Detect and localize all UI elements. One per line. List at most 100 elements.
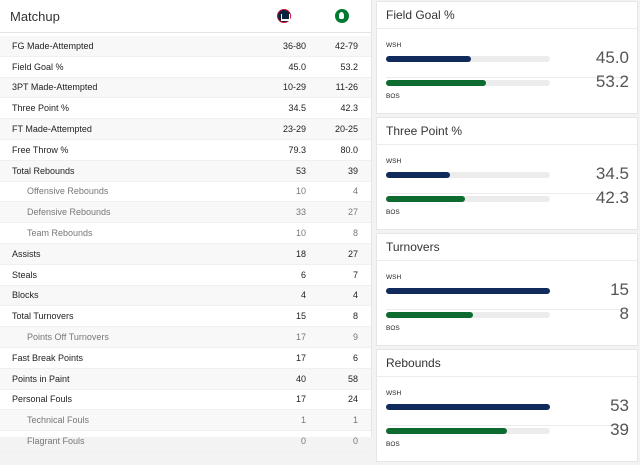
bos-bar xyxy=(386,312,473,318)
bos-value: 9 xyxy=(352,332,358,343)
wsh-stat-value: 15 xyxy=(610,280,629,299)
stat-label: Fast Break Points xyxy=(12,352,84,363)
card-title: Rebounds xyxy=(377,350,637,377)
stat-row: Field Goal % 45.0 53.2 xyxy=(0,57,371,78)
wsh-bar-track xyxy=(386,404,550,410)
bos-value: 42.3 xyxy=(340,103,358,114)
stat-row: Team Rebounds 10 8 xyxy=(0,223,371,244)
stat-label: Total Rebounds xyxy=(12,165,75,176)
card-title: Three Point % xyxy=(377,118,637,145)
bos-value: 80.0 xyxy=(340,144,358,155)
bos-label: BOS xyxy=(386,209,400,216)
wsh-value: 34.5 xyxy=(288,103,306,114)
bos-value: 4 xyxy=(352,290,358,301)
stat-label: Steals xyxy=(12,269,38,280)
stat-label: Personal Fouls xyxy=(12,394,73,405)
stat-label: Field Goal % xyxy=(12,61,64,72)
bos-stat-value: 42.3 xyxy=(595,188,629,207)
stat-row: Steals 6 7 xyxy=(0,265,371,286)
wsh-bar xyxy=(386,404,550,410)
stat-label: Defensive Rebounds xyxy=(27,207,111,218)
stat-row: Assists 18 27 xyxy=(0,243,371,265)
bos-bar-track xyxy=(386,428,550,434)
card-body: WSH 34.5 42.3 BOS xyxy=(377,145,637,229)
wsh-value: 53 xyxy=(295,165,306,176)
wsh-value: 10 xyxy=(295,186,306,197)
stat-label: 3PT Made-Attempted xyxy=(12,82,98,93)
stat-row: Personal Fouls 17 24 xyxy=(0,390,371,411)
stat-label: Technical Fouls xyxy=(27,415,90,426)
wsh-value: 0 xyxy=(300,436,306,447)
stat-label: Assists xyxy=(12,248,41,259)
bos-value: 27 xyxy=(347,207,358,218)
stat-label: Blocks xyxy=(12,290,39,301)
bos-stat-value: 8 xyxy=(619,304,629,323)
bos-value: 4 xyxy=(352,186,358,197)
bos-label: BOS xyxy=(386,325,400,332)
wsh-value: 4 xyxy=(300,290,306,301)
wsh-value: 10 xyxy=(295,228,306,239)
stat-row: 3PT Made-Attempted 10-29 11-26 xyxy=(0,77,371,99)
stat-row: Fast Break Points 17 6 xyxy=(0,348,371,369)
card-title: Field Goal % xyxy=(377,2,637,29)
wsh-value: 1 xyxy=(300,415,306,426)
stat-row: Blocks 4 4 xyxy=(0,285,371,307)
wsh-value: 45.0 xyxy=(288,61,306,72)
stat-label: FG Made-Attempted xyxy=(12,40,94,51)
bos-stat-value: 53.2 xyxy=(595,72,629,91)
wsh-label: WSH xyxy=(386,158,402,165)
wsh-label: WSH xyxy=(386,390,402,397)
bos-value: 58 xyxy=(347,373,358,384)
stat-card: Field Goal % WSH 45.0 53.2 BOS xyxy=(376,1,638,114)
wsh-bar-track xyxy=(386,172,550,178)
bos-bar xyxy=(386,428,508,434)
wsh-value: 17 xyxy=(295,332,306,343)
celtics-logo-icon xyxy=(335,9,349,23)
bos-bar xyxy=(386,80,487,86)
card-body: WSH 15 8 BOS xyxy=(377,261,637,345)
wsh-bar-track xyxy=(386,288,550,294)
wsh-value: 40 xyxy=(295,373,306,384)
bos-value: 1 xyxy=(352,415,358,426)
stat-row: Defensive Rebounds 33 27 xyxy=(0,202,371,224)
bos-bar-track xyxy=(386,312,550,318)
stat-label: Points in Paint xyxy=(12,373,70,384)
wsh-bar xyxy=(386,288,550,294)
stat-row: Points in Paint 40 58 xyxy=(0,368,371,390)
wsh-value: 23-29 xyxy=(282,124,306,135)
stat-row: Total Turnovers 15 8 xyxy=(0,306,371,328)
stat-label: Points Off Turnovers xyxy=(27,332,109,343)
bos-value: 42-79 xyxy=(334,40,358,51)
wsh-label: WSH xyxy=(386,42,402,49)
wsh-bar xyxy=(386,172,450,178)
wsh-stat-value: 53 xyxy=(610,396,629,415)
bos-bar-track xyxy=(386,196,550,202)
bos-value: 27 xyxy=(347,248,358,259)
stat-card: Three Point % WSH 34.5 42.3 BOS xyxy=(376,117,638,230)
wsh-bar xyxy=(386,56,472,62)
bos-value: 7 xyxy=(352,269,358,280)
card-body: WSH 53 39 BOS xyxy=(377,377,637,461)
stat-row: Points Off Turnovers 17 9 xyxy=(0,327,371,348)
card-body: WSH 45.0 53.2 BOS xyxy=(377,29,637,113)
wsh-bar-track xyxy=(386,56,550,62)
wsh-value: 10-29 xyxy=(282,82,306,93)
bos-value: 39 xyxy=(347,165,358,176)
stat-label: Free Throw % xyxy=(12,144,69,155)
matchup-rows: FG Made-Attempted 36-80 42-79 Field Goal % 4… xyxy=(0,36,371,452)
stat-label: Team Rebounds xyxy=(27,228,93,239)
stat-row: Free Throw % 79.3 80.0 xyxy=(0,140,371,161)
bos-value: 20-25 xyxy=(334,124,358,135)
wsh-value: 36-80 xyxy=(282,40,306,51)
wsh-stat-value: 34.5 xyxy=(595,164,629,183)
bos-value: 53.2 xyxy=(340,61,358,72)
wsh-value: 17 xyxy=(295,352,306,363)
bos-value: 11-26 xyxy=(335,82,358,93)
bos-bar xyxy=(386,196,465,202)
wsh-value: 33 xyxy=(295,207,306,218)
bos-value: 8 xyxy=(352,311,358,322)
wsh-stat-value: 45.0 xyxy=(595,48,629,67)
wsh-value: 18 xyxy=(295,248,306,259)
stat-label: Offensive Rebounds xyxy=(27,186,109,197)
bos-bar-track xyxy=(386,80,550,86)
